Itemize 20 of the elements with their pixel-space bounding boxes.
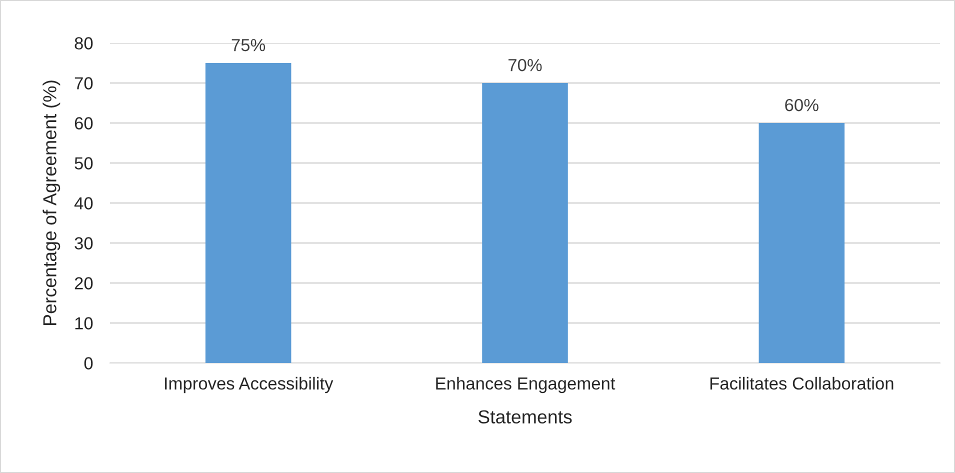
x-tick-label: Improves Accessibility — [165, 376, 334, 394]
y-tick-label: 70 — [74, 77, 93, 90]
y-tick-label: 40 — [74, 197, 93, 210]
y-axis-title: Percentage of Agreement (%) — [42, 80, 60, 325]
y-tick-label: 50 — [74, 157, 93, 170]
y-tick-label: 20 — [74, 277, 93, 290]
y-tick-label: 0 — [84, 357, 93, 370]
y-tick-label: 10 — [75, 317, 93, 330]
bar — [482, 83, 568, 363]
y-tick-label: 80 — [74, 37, 93, 50]
y-tick-label: 30 — [74, 237, 93, 250]
data-label: 60% — [785, 98, 818, 112]
bar — [205, 63, 292, 363]
bar — [758, 123, 845, 363]
data-label: 75% — [232, 39, 266, 52]
y-tick-label: 60 — [74, 117, 93, 130]
x-tick-label: Facilitates Collaboration — [710, 376, 894, 390]
x-tick-label: Enhances Engagement — [436, 376, 616, 394]
data-label: 70% — [508, 58, 542, 72]
x-axis-title: Statements — [478, 410, 572, 424]
